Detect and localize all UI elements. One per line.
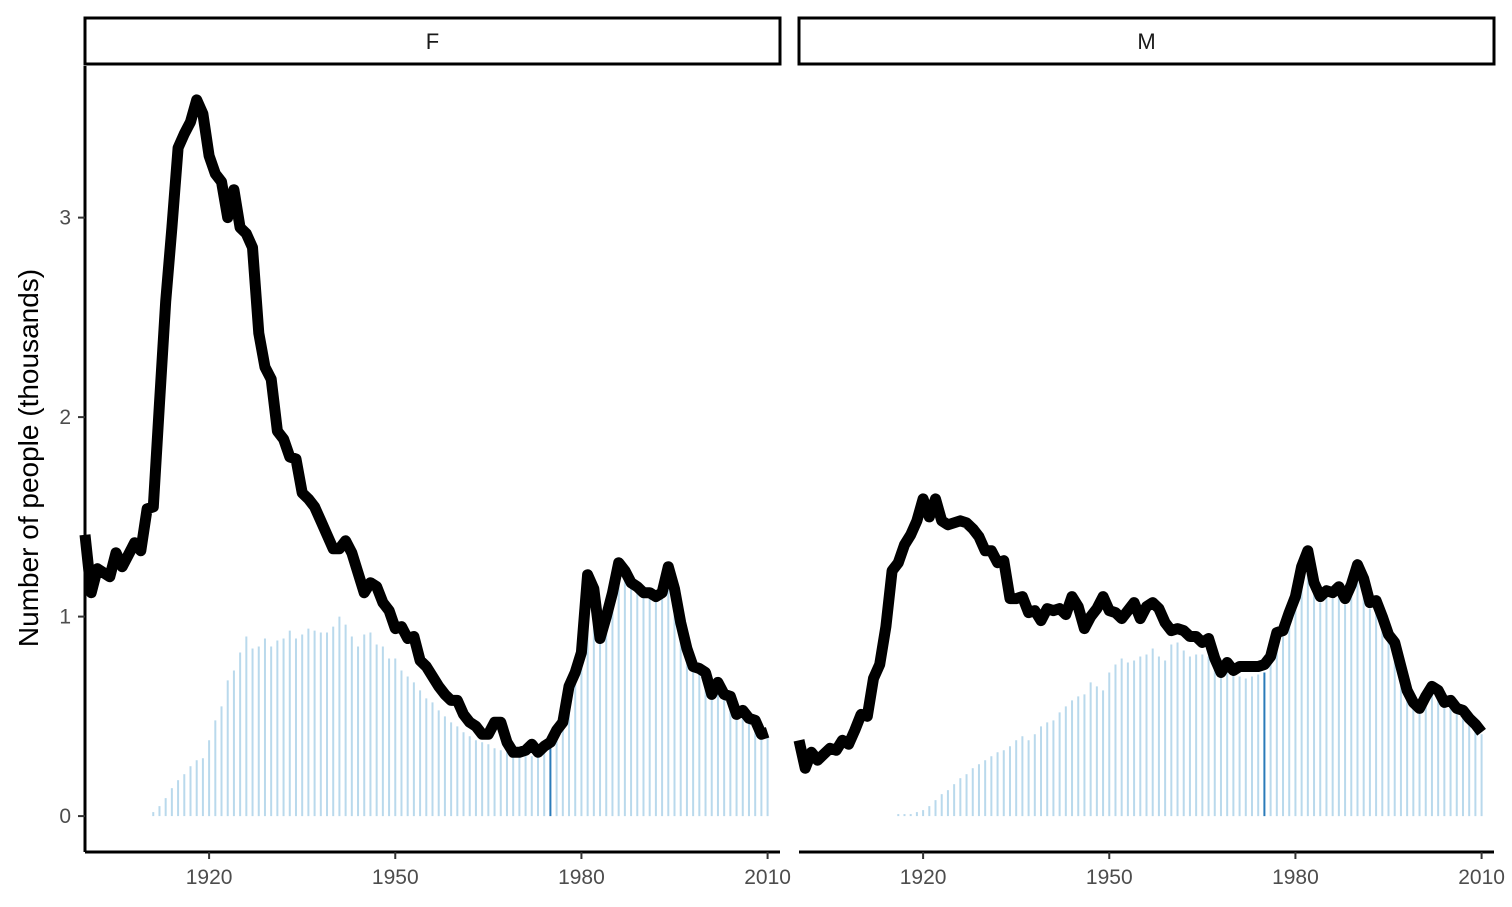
x-tick-label: 2010 bbox=[1458, 866, 1505, 889]
x-tick-label: 1950 bbox=[372, 866, 419, 889]
x-tick-label: 1980 bbox=[558, 866, 605, 889]
panel-f: F 1920 1950 1980 2010 0 1 2 3 bbox=[59, 16, 791, 889]
x-tick-label: 1920 bbox=[900, 866, 947, 889]
y-tick-label: 0 bbox=[59, 805, 71, 828]
facet-label: F bbox=[426, 29, 439, 54]
y-tick-label: 3 bbox=[59, 207, 71, 230]
y-axis-title: Number of people (thousands) bbox=[13, 269, 44, 647]
x-tick-label: 1980 bbox=[1272, 866, 1319, 889]
panel-m: M 1920 1950 1980 2010 bbox=[793, 16, 1505, 889]
x-tick-label: 2010 bbox=[744, 866, 791, 889]
facet-strip bbox=[83, 16, 782, 66]
facet-label: M bbox=[1137, 29, 1155, 54]
alive-bars bbox=[897, 556, 1483, 817]
facet-strip bbox=[797, 16, 1496, 66]
panels: F 1920 1950 1980 2010 0 1 2 3 M 1920 1950 1980 2010 bbox=[59, 16, 1505, 889]
y-tick-label: 2 bbox=[59, 406, 71, 429]
total-line bbox=[79, 94, 770, 758]
x-tick-label: 1920 bbox=[186, 866, 233, 889]
y-tick-label: 1 bbox=[59, 606, 71, 629]
x-tick-label: 1950 bbox=[1086, 866, 1133, 889]
alive-bars bbox=[152, 568, 769, 817]
total-line bbox=[793, 493, 1486, 774]
